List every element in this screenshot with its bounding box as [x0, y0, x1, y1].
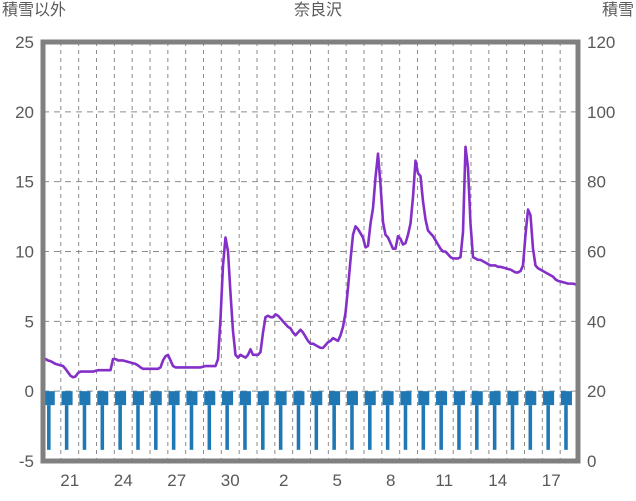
snow-bar-tail: [421, 405, 426, 450]
snow-bar-tail: [439, 405, 443, 450]
y-tick-label: 10: [15, 243, 34, 262]
x-tick-label: 17: [542, 471, 561, 490]
snow-bar-block: [275, 391, 287, 406]
snow-bar-block: [329, 391, 341, 406]
snow-bar-tail: [278, 405, 283, 450]
snow-bar-block: [311, 391, 323, 406]
left-axis-title: 積雪以外: [2, 2, 67, 19]
snow-bar-block: [168, 391, 180, 406]
x-axis-labels: 21 24 27 30 2 5 8 11 14 17: [60, 471, 560, 490]
snow-bar-block: [257, 391, 269, 406]
snow-bar-tail: [118, 405, 122, 450]
snow-bar-block: [453, 391, 465, 406]
y-axis-labels: -5 0 5 10 15 20 25: [15, 33, 34, 471]
snow-bar-block: [346, 391, 358, 406]
y2-tick-label: 60: [587, 243, 606, 262]
snow-bar-block: [382, 391, 394, 406]
y2-tick-label: 0: [587, 452, 596, 471]
snow-bar-block: [97, 391, 109, 406]
snow-bar-tail: [154, 405, 158, 450]
snow-bar-tail: [225, 405, 229, 450]
y-tick-label: 0: [25, 382, 34, 401]
page-title: 奈良沢: [293, 2, 342, 19]
x-tick-label: 5: [333, 471, 342, 490]
snow-bar-tail: [332, 405, 336, 450]
snow-bar-block: [560, 391, 572, 406]
snow-bar-tail: [457, 405, 461, 450]
snow-bar-tail: [368, 405, 372, 450]
snow-bar-block: [471, 391, 483, 406]
snow-bar-tail: [564, 405, 568, 450]
y2-tick-label: 20: [587, 382, 606, 401]
y-tick-label: 20: [15, 103, 34, 122]
snow-bar-tail: [510, 405, 515, 450]
precipitation-line-path: [41, 145, 580, 379]
y2-tick-label: 120: [587, 33, 615, 52]
x-tick-label: 2: [279, 471, 288, 490]
snow-bar-tail: [296, 405, 301, 450]
y-tick-label: 5: [25, 312, 34, 331]
y2-axis-labels: 0 20 40 60 80 100 120: [587, 33, 615, 471]
x-tick-label: 24: [114, 471, 133, 490]
grid-layer: [43, 42, 578, 461]
snow-bar-block: [525, 391, 537, 406]
snow-bar-block: [79, 391, 91, 406]
snow-bar-block: [489, 391, 501, 406]
snow-bar-tail: [350, 405, 354, 450]
y-tick-label: 15: [15, 173, 34, 192]
y-tick-label: 25: [15, 33, 34, 52]
snow-bar-tail: [136, 405, 140, 450]
snow-bar-block: [293, 391, 305, 406]
right-axis-title: 積雪: [601, 2, 634, 19]
x-tick-label: 30: [221, 471, 240, 490]
plot-frame: [40, 39, 581, 464]
snow-bar-tail: [314, 405, 319, 450]
snow-bar-tail: [207, 405, 212, 450]
y-tick-label: -5: [19, 452, 34, 471]
snow-bar-tail: [243, 405, 247, 450]
snow-bar-block: [507, 391, 519, 406]
y2-tick-label: 80: [587, 173, 606, 192]
x-tick-label: 11: [435, 471, 453, 490]
snow-bar-block: [61, 391, 73, 406]
snow-bar-block: [222, 391, 234, 406]
precipitation-line: [41, 145, 580, 379]
snow-bar-block: [543, 391, 555, 406]
snow-bar-tail: [492, 405, 497, 450]
snow-bar-block: [400, 391, 412, 406]
x-tick-label: 21: [60, 471, 79, 490]
snow-bar-tail: [189, 405, 194, 450]
snow-bar-block: [239, 391, 251, 406]
snow-bar-block: [115, 391, 127, 406]
x-tick-label: 14: [488, 471, 507, 490]
snow-bar-tail: [403, 405, 408, 450]
snow-bar-tail: [528, 405, 533, 450]
snow-bar-tail: [475, 405, 479, 450]
snow-bar-tail: [385, 405, 390, 450]
y2-tick-label: 40: [587, 312, 606, 331]
snow-bar-tail: [64, 405, 69, 450]
y2-tick-label: 100: [587, 103, 615, 122]
plot-border: [40, 39, 581, 464]
snow-bar-tail: [100, 405, 105, 450]
snow-bar-block: [43, 391, 55, 406]
x-tick-label: 27: [167, 471, 186, 490]
snow-bar-tail: [82, 405, 87, 450]
snow-bar-tail: [261, 405, 265, 450]
snow-bar-block: [186, 391, 198, 406]
snow-bar-block: [436, 391, 448, 406]
snow-bar-block: [418, 391, 430, 406]
snow-bar-block: [204, 391, 216, 406]
snow-bar-tail: [171, 405, 176, 450]
snow-bar-block: [150, 391, 162, 406]
snow-bar-block: [364, 391, 376, 406]
snow-bar-tail: [546, 405, 550, 450]
x-tick-label: 8: [386, 471, 395, 490]
snow-depth-bars: [43, 391, 572, 450]
snow-bar-tail: [47, 405, 51, 450]
snow-bar-block: [132, 391, 144, 406]
